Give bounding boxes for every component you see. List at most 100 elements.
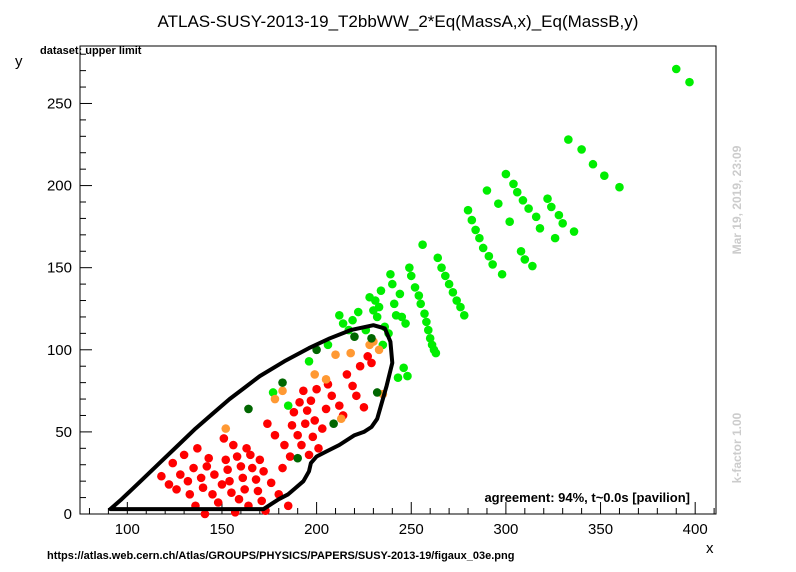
- source-url: https://atlas.web.cern.ch/Atlas/GROUPS/P…: [47, 550, 514, 562]
- y-tick-label: 200: [47, 178, 72, 195]
- excluded-point: [168, 458, 178, 468]
- y-tick-label: 100: [47, 342, 72, 359]
- allowed-point: [393, 373, 403, 383]
- excluded-point: [202, 462, 212, 471]
- excluded-point: [200, 509, 210, 519]
- excluded-point: [255, 455, 265, 465]
- excluded-point: [247, 463, 257, 473]
- allowed-near-point: [372, 388, 382, 397]
- allowed-point: [475, 233, 484, 243]
- excluded-point: [280, 440, 289, 450]
- allowed-point: [456, 302, 465, 312]
- excluded-point: [299, 386, 308, 396]
- excluded-point: [312, 384, 321, 394]
- excluded-point: [196, 473, 206, 483]
- excluded-point: [193, 444, 202, 453]
- allowed-point: [370, 296, 380, 305]
- y-tick-label: 150: [47, 260, 72, 277]
- allowed-point: [420, 309, 429, 318]
- excluded-point: [198, 483, 208, 493]
- excluded-point: [164, 480, 174, 489]
- excluded-point: [189, 463, 198, 473]
- allowed-near-point: [293, 453, 302, 463]
- excluded-point: [363, 352, 373, 361]
- allowed-point: [550, 233, 560, 243]
- allowed-point: [338, 319, 348, 328]
- allowed-point: [531, 212, 541, 222]
- excluded-point: [335, 401, 344, 410]
- kfactor-label: k-factor 1.00: [730, 412, 744, 483]
- allowed-point: [577, 145, 586, 154]
- allowed-point: [463, 205, 473, 215]
- excluded-point: [253, 486, 263, 496]
- excluded-point: [263, 419, 272, 428]
- allowed-point: [414, 291, 424, 300]
- allowed-point: [564, 135, 573, 144]
- allowed-point: [395, 289, 405, 299]
- dataset-label: dataset: upper limit: [40, 45, 142, 57]
- allowed-point: [372, 312, 382, 322]
- exclusion-contour: [108, 323, 395, 512]
- allowed-point: [482, 186, 492, 195]
- allowed-point: [685, 77, 694, 87]
- excluded-point: [266, 478, 276, 488]
- excluded-point: [287, 421, 297, 430]
- excluded-point: [183, 476, 193, 486]
- x-tick-label: 400: [683, 521, 708, 538]
- allowed-point: [431, 348, 441, 358]
- excluded-point: [257, 496, 267, 506]
- allowed-point: [509, 179, 518, 189]
- excluded-point: [352, 391, 361, 401]
- excluded-near-point: [336, 414, 346, 424]
- allowed-point: [600, 171, 609, 181]
- allowed-point: [353, 307, 363, 317]
- excluded-point: [308, 432, 318, 442]
- allowed-point: [386, 269, 395, 279]
- allowed-point: [535, 223, 545, 233]
- allowed-point: [406, 271, 416, 281]
- allowed-point: [512, 187, 522, 197]
- allowed-point: [528, 261, 537, 271]
- allowed-point: [425, 333, 435, 343]
- excluded-point: [342, 370, 352, 379]
- allowed-point: [459, 311, 469, 320]
- timestamp-label: Mar 19, 2019, 23:09: [730, 145, 744, 254]
- excluded-point: [283, 501, 293, 511]
- excluded-point: [306, 396, 316, 405]
- excluded-point: [229, 440, 238, 450]
- allowed-point: [374, 302, 384, 312]
- x-tick-label: 350: [588, 521, 613, 538]
- allowed-point: [520, 255, 530, 264]
- excluded-point: [225, 476, 234, 486]
- excluded-point: [359, 402, 369, 412]
- allowed-point: [494, 199, 503, 208]
- excluded-point: [259, 467, 268, 476]
- x-axis-title: x: [706, 540, 714, 557]
- y-tick-label: 250: [47, 95, 72, 112]
- allowed-point: [554, 210, 564, 220]
- allowed-point: [348, 315, 357, 325]
- allowed-point: [671, 64, 681, 74]
- excluded-near-point: [310, 370, 320, 379]
- excluded-point: [348, 381, 357, 391]
- excluded-point: [232, 452, 242, 461]
- excluded-point: [208, 489, 217, 499]
- excluded-point: [238, 473, 248, 483]
- excluded-near-point: [374, 345, 384, 355]
- allowed-near-point: [278, 378, 287, 387]
- excluded-near-point: [278, 386, 287, 396]
- allowed-point: [401, 319, 410, 328]
- allowed-point: [268, 388, 278, 397]
- excluded-point: [234, 494, 244, 504]
- excluded-point: [217, 480, 227, 489]
- allowed-near-point: [350, 332, 359, 341]
- allowed-point: [376, 286, 386, 295]
- excluded-point: [270, 430, 280, 440]
- excluded-point: [219, 434, 229, 443]
- allowed-point: [283, 401, 293, 410]
- excluded-point: [227, 488, 236, 497]
- allowed-point: [516, 246, 526, 256]
- allowed-point: [524, 204, 533, 213]
- excluded-point: [355, 361, 365, 371]
